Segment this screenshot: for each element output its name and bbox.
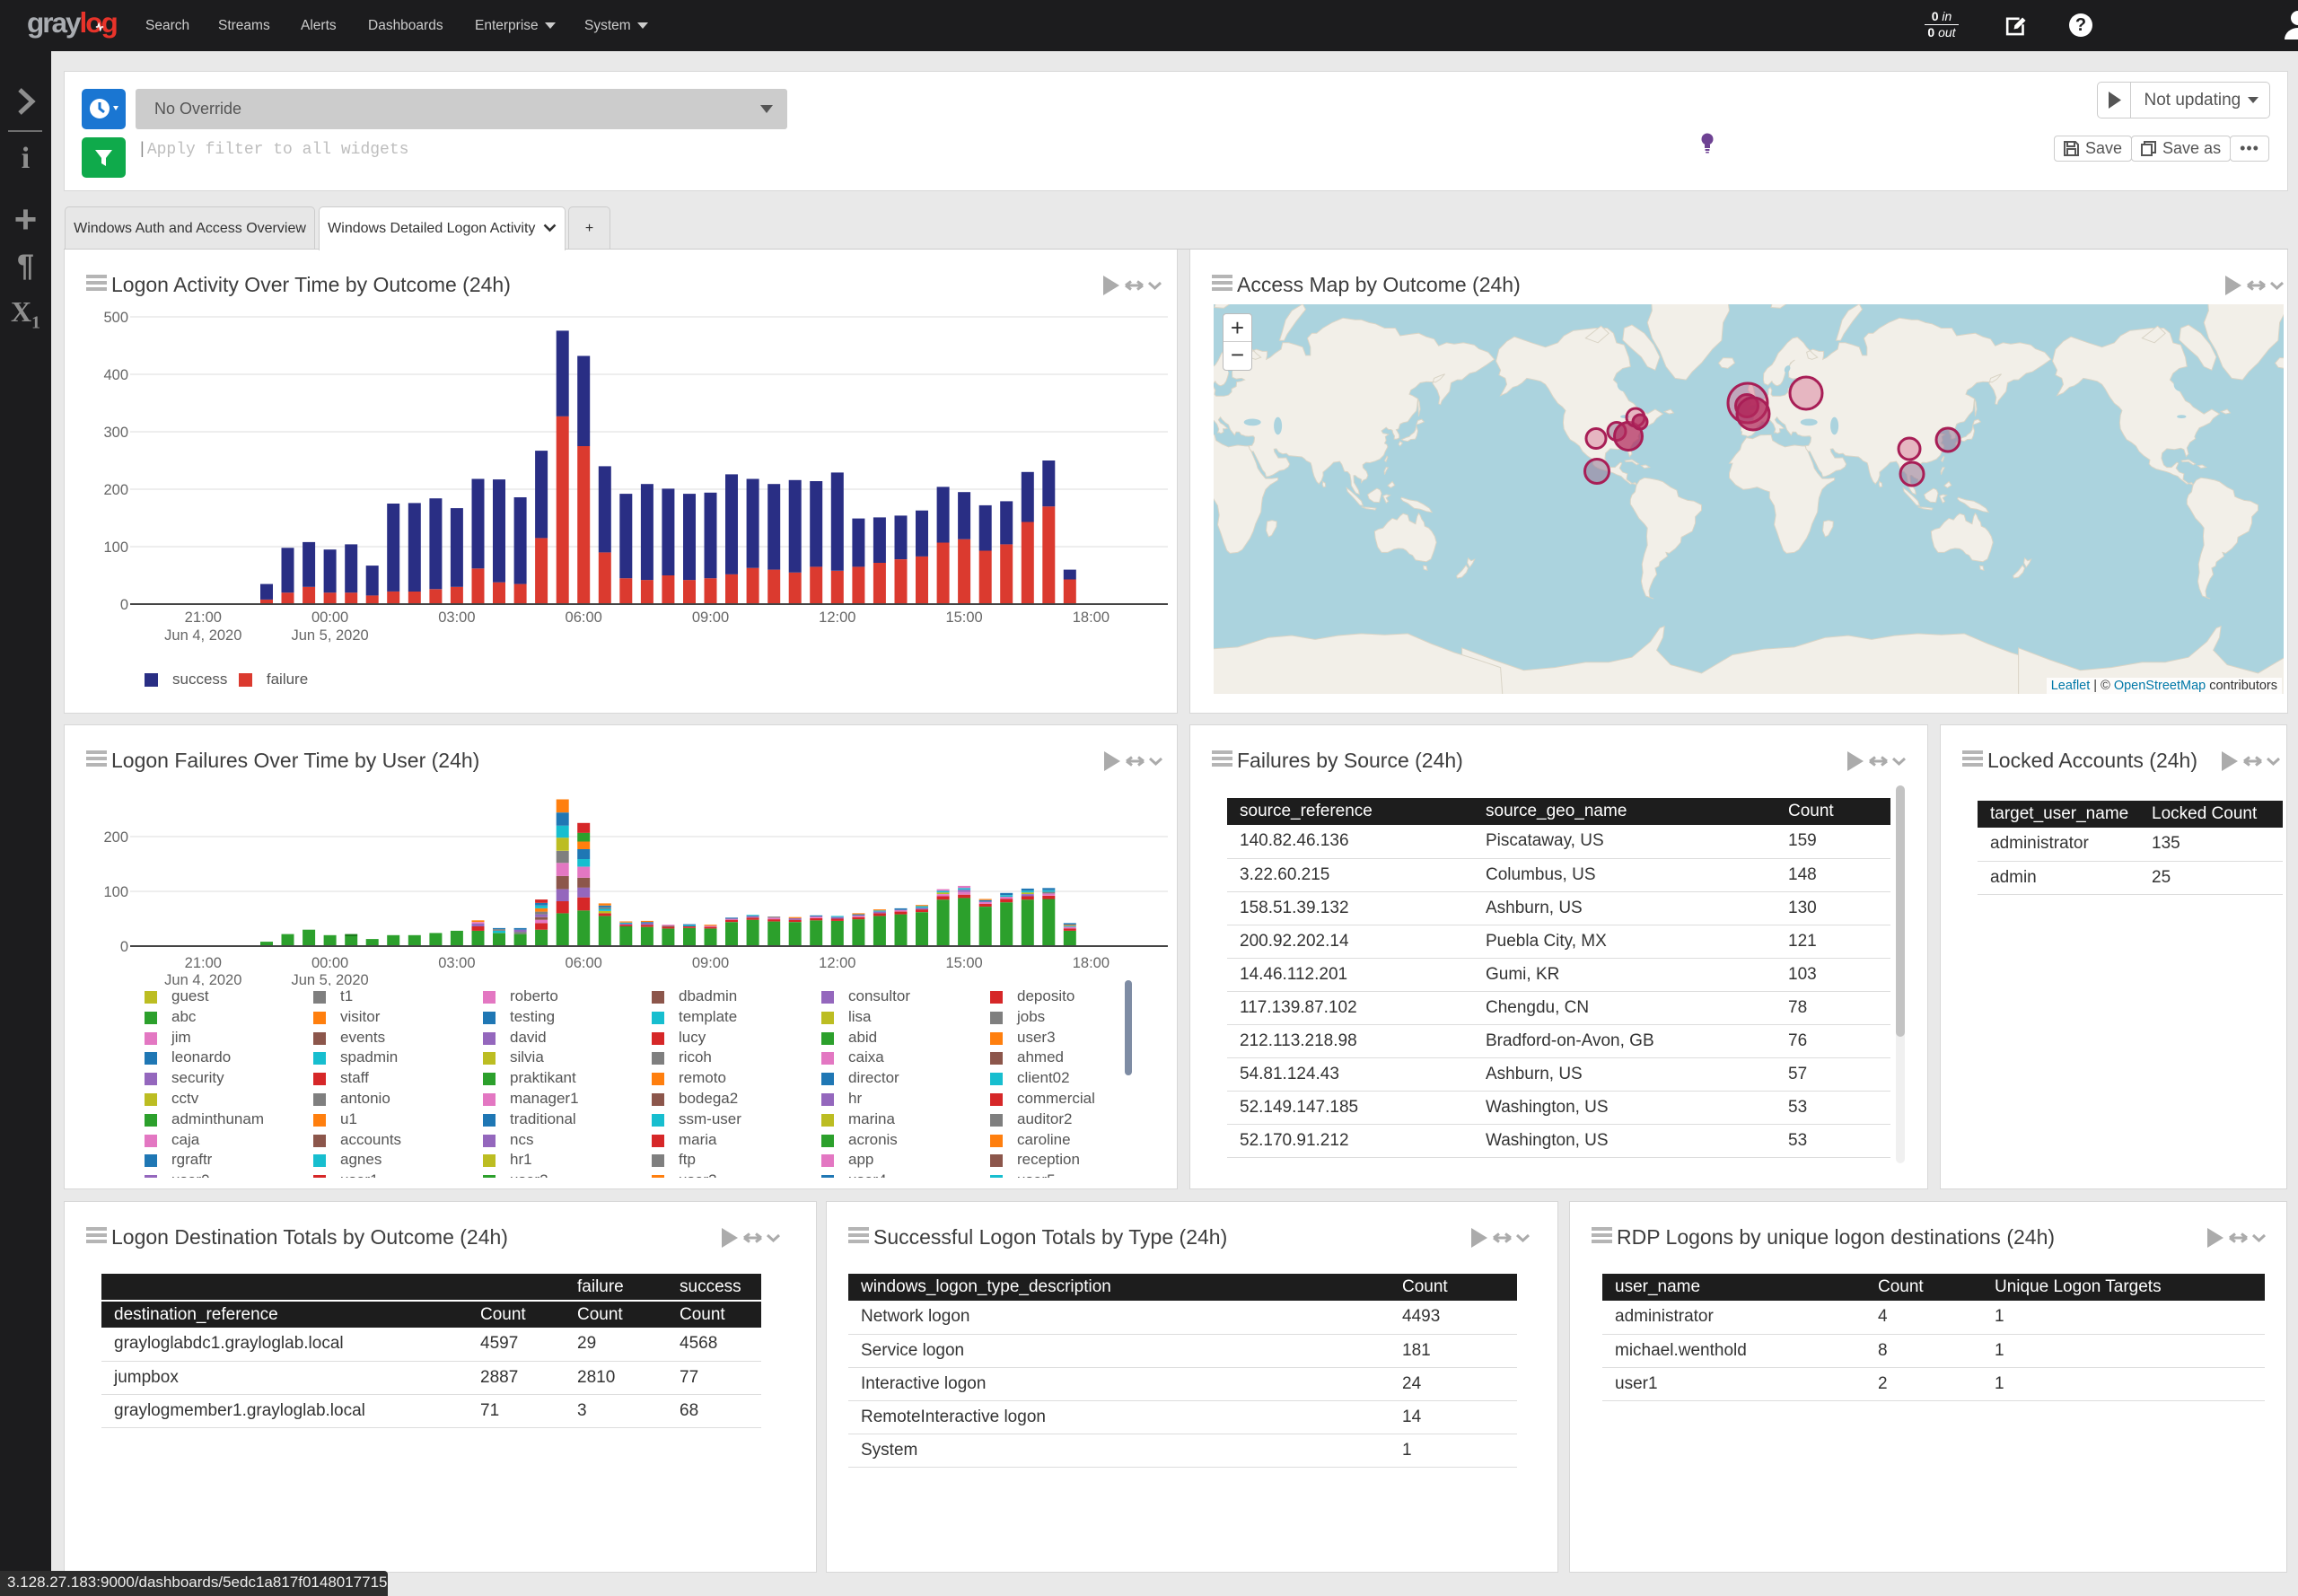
svg-text:06:00: 06:00 [566,609,602,626]
svg-text:21:00: 21:00 [185,955,222,971]
svg-text:12:00: 12:00 [819,609,855,626]
svg-text:12:00: 12:00 [819,955,855,971]
svg-text:300: 300 [103,425,128,441]
svg-text:0: 0 [120,939,128,955]
svg-text:200: 200 [103,482,128,498]
svg-text:Jun 4, 2020: Jun 4, 2020 [164,627,241,644]
svg-text:21:00: 21:00 [185,609,222,626]
svg-text:03:00: 03:00 [438,609,475,626]
svg-text:Jun 5, 2020: Jun 5, 2020 [291,627,368,644]
svg-text:Jun 4, 2020: Jun 4, 2020 [164,972,241,986]
svg-text:100: 100 [103,539,128,556]
svg-text:15:00: 15:00 [945,609,982,626]
svg-text:400: 400 [103,367,128,383]
svg-text:100: 100 [103,884,128,900]
svg-text:00:00: 00:00 [311,609,348,626]
svg-text:200: 200 [103,829,128,846]
svg-text:0: 0 [120,597,128,613]
svg-text:03:00: 03:00 [438,955,475,971]
svg-text:18:00: 18:00 [1073,955,1110,971]
svg-text:06:00: 06:00 [566,955,602,971]
svg-text:500: 500 [103,310,128,326]
svg-text:15:00: 15:00 [945,955,982,971]
svg-text:Jun 5, 2020: Jun 5, 2020 [291,972,368,986]
svg-text:00:00: 00:00 [311,955,348,971]
svg-text:09:00: 09:00 [692,955,729,971]
svg-text:18:00: 18:00 [1073,609,1110,626]
svg-text:09:00: 09:00 [692,609,729,626]
